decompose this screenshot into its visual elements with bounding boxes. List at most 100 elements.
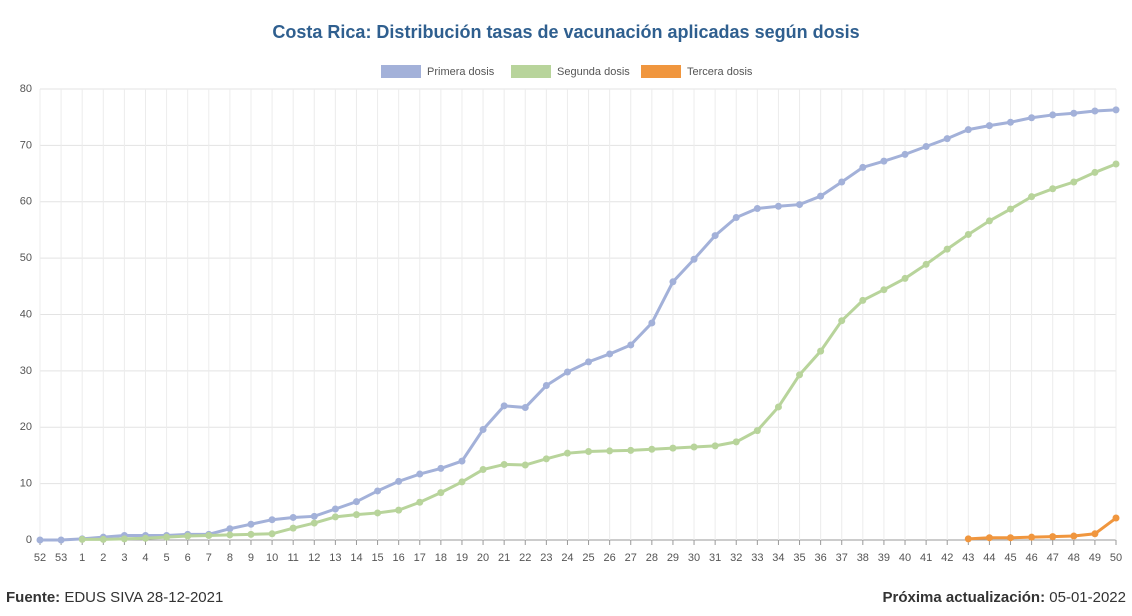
x-tick-label: 29 [667,552,679,564]
source: EDUS SIVA 28-12-2021 [64,589,223,606]
data-point [458,478,466,486]
data-point [711,442,719,450]
data-point [352,498,360,506]
x-tick-label: 2 [100,552,106,564]
x-tick-label: 1 [79,552,85,564]
legend-swatch [511,65,551,78]
data-point [57,536,65,544]
data-point [774,403,782,411]
data-point [669,444,677,452]
source-label: Fuente: [6,589,60,606]
x-tick-label: 47 [1047,552,1059,564]
data-point [690,255,698,263]
data-point [184,532,192,540]
x-tick-label: 25 [582,552,594,564]
data-point [268,530,276,538]
x-tick-label: 17 [414,552,426,564]
data-point [774,202,782,210]
data-point [99,535,107,543]
legend-swatch [641,65,681,78]
x-tick-label: 27 [625,552,637,564]
data-point [859,163,867,171]
data-point [36,536,44,544]
data-point [901,150,909,158]
data-point [1049,111,1057,119]
data-point [500,460,508,468]
data-point [732,438,740,446]
x-tick-label: 42 [941,552,953,564]
data-point [289,513,297,521]
x-tick-label: 14 [350,552,362,564]
data-point [437,464,445,472]
x-tick-label: 40 [899,552,911,564]
data-point [500,402,508,410]
x-tick-label: 28 [646,552,658,564]
y-tick-label: 80 [20,83,32,95]
data-point [163,533,171,541]
data-point [479,426,487,434]
data-point [1007,118,1015,126]
x-tick-label: 37 [836,552,848,564]
data-point [985,217,993,225]
update-label: Próxima actualización: [883,589,1046,606]
data-point [1049,185,1057,193]
data-point [648,319,656,327]
data-point [796,371,804,379]
data-point [859,296,867,304]
data-point [78,535,86,543]
data-point [1049,533,1057,541]
data-point [289,524,297,532]
x-tick-label: 52 [34,552,46,564]
x-tick-label: 20 [477,552,489,564]
x-tick-label: 10 [266,552,278,564]
x-tick-label: 24 [561,552,573,564]
data-point [985,122,993,130]
x-tick-label: 33 [751,552,763,564]
x-tick-label: 30 [688,552,700,564]
x-tick-label: 46 [1025,552,1037,564]
legend-label: Primera dosis [427,66,495,78]
data-point [458,457,466,465]
data-point [374,509,382,517]
data-point [985,534,993,542]
data-point [416,498,424,506]
data-point [226,531,234,539]
data-point [1112,514,1120,522]
x-tick-label: 31 [709,552,721,564]
data-point [627,341,635,349]
data-point [563,368,571,376]
data-point [563,449,571,457]
data-point [542,382,550,390]
data-point [268,516,276,524]
data-point [1070,532,1078,540]
data-point [922,260,930,268]
x-tick-label: 38 [857,552,869,564]
footer-source: Fuente: EDUS SIVA 28-12-2021 [6,589,223,606]
data-point [901,274,909,282]
data-point [606,350,614,358]
y-tick-label: 70 [20,139,32,151]
data-point [205,531,213,539]
x-tick-label: 35 [793,552,805,564]
data-point [331,505,339,513]
x-tick-label: 9 [248,552,254,564]
x-tick-label: 49 [1089,552,1101,564]
data-point [922,143,930,151]
data-point [1028,533,1036,541]
x-tick-label: 12 [308,552,320,564]
x-tick-label: 6 [185,552,191,564]
x-tick-label: 50 [1110,552,1122,564]
data-point [585,447,593,455]
data-point [1070,109,1078,117]
x-tick-label: 5 [164,552,170,564]
x-tick-label: 13 [329,552,341,564]
data-point [838,178,846,186]
data-point [817,347,825,355]
data-point [542,455,550,463]
legend-swatch [381,65,421,78]
data-point [395,506,403,514]
data-point [521,461,529,469]
data-point [416,470,424,478]
data-point [120,535,128,543]
